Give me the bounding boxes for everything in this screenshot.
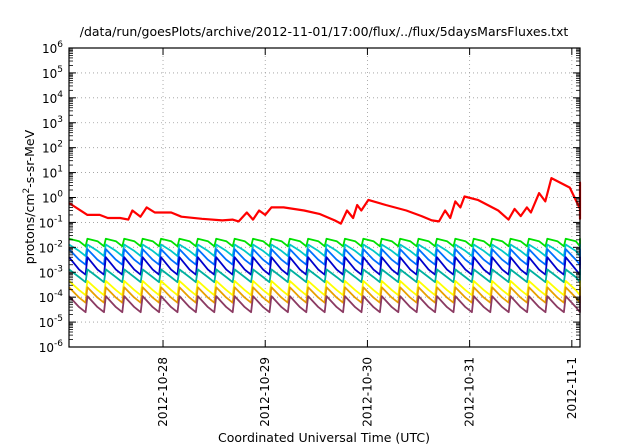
y-tick-label: 10-4 [39, 289, 64, 305]
series-line-s6 [68, 268, 581, 284]
plot-frame [68, 47, 581, 348]
y-tick-label: 104 [42, 90, 63, 106]
y-tick-label: 102 [42, 140, 63, 156]
y-tick-label: 100 [42, 190, 63, 206]
series-line-s1 [68, 177, 582, 225]
y-tick-label: 106 [42, 40, 63, 56]
series-line-s8 [68, 286, 581, 304]
series-group [68, 177, 582, 314]
y-axis-label-superscript: 2 [22, 188, 32, 194]
y-tick-label: 101 [42, 165, 63, 181]
y-tick-label: 10-6 [39, 339, 64, 355]
series-line-s9 [68, 295, 581, 314]
y-tick-label: 10-3 [39, 264, 63, 280]
y-tick-label: 10-2 [39, 239, 63, 255]
series-line-s5 [68, 256, 581, 276]
x-tick-label: 2012-10-31 [463, 357, 477, 427]
x-tick-label: 2012-10-29 [258, 357, 272, 427]
chart-title: /data/run/goesPlots/archive/2012-11-01/1… [80, 24, 569, 39]
y-tick-label: 10-5 [39, 314, 63, 330]
series-line-s2 [68, 237, 581, 248]
y-axis-label-part-2: -s-sr-MeV [22, 129, 37, 187]
axes: 2012-10-28 2012-10-29 2012-10-30 2012-10-31… [39, 40, 581, 427]
x-tick-label: 2012-11-1 [565, 357, 579, 419]
x-axis-label: Coordinated Universal Time (UTC) [218, 430, 430, 445]
x-tick-label: 2012-10-28 [156, 357, 170, 427]
y-tick-label: 105 [42, 65, 63, 81]
y-axis-label: protons/cm2-s-sr-MeV [22, 129, 37, 264]
series-line-s4 [68, 248, 581, 266]
y-tick-label: 10-1 [39, 214, 63, 230]
y-axis-label-part-1: protons/cm [22, 193, 37, 264]
y-tick-label: 103 [42, 115, 63, 131]
x-tick-label: 2012-10-30 [360, 357, 374, 427]
